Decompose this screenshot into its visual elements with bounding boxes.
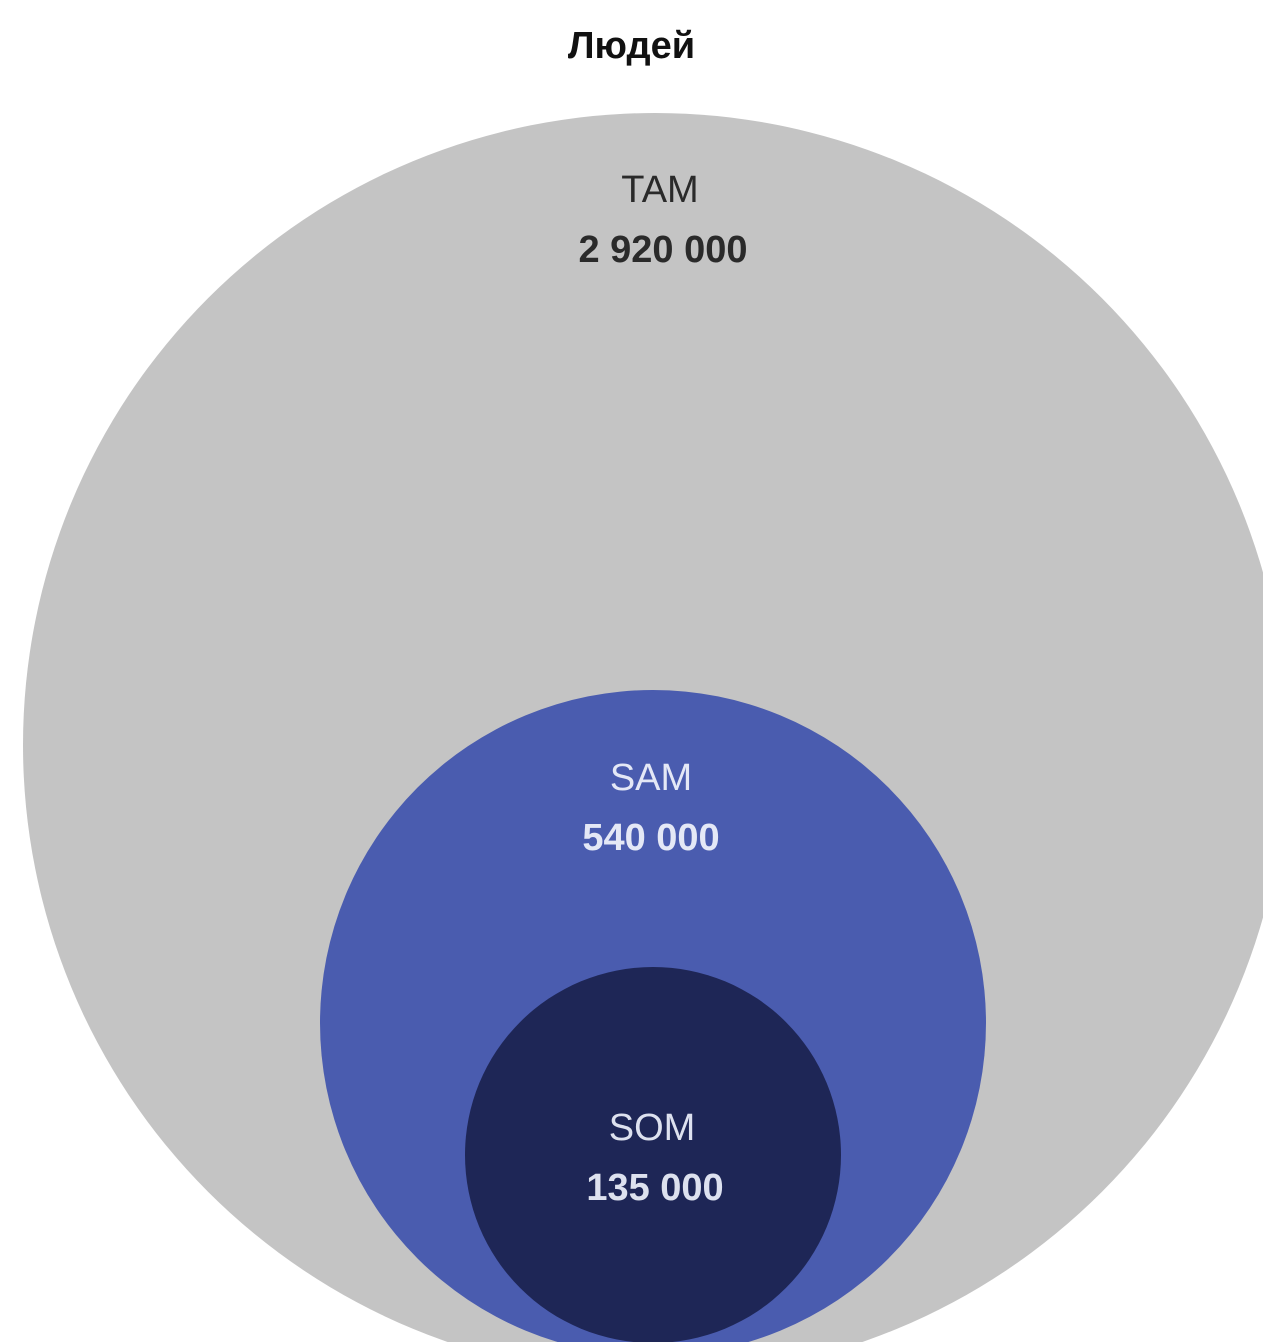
sam-value: 540 000 [582,817,719,859]
som-label: SOM [609,1107,696,1149]
som-value: 135 000 [586,1167,723,1209]
tam-value: 2 920 000 [578,229,747,271]
som-circle [465,967,841,1342]
tam-label: TAM [621,169,698,211]
sam-label: SAM [610,757,692,799]
diagram-title: Людей [567,25,696,67]
